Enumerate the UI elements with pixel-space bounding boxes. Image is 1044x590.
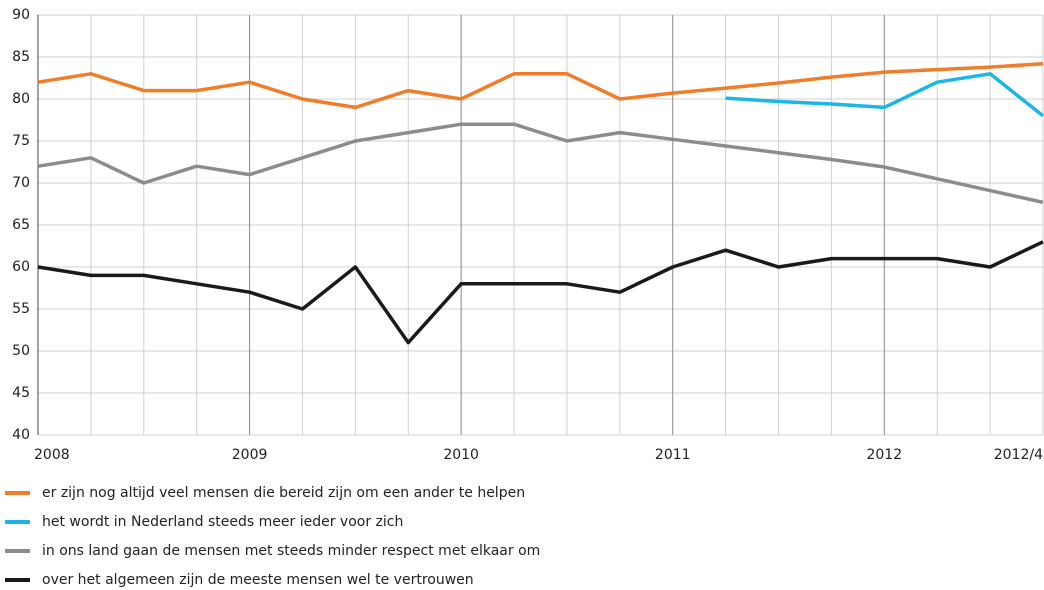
y-tick-label: 90 [12,7,30,23]
x-tick-label: 2012/4 [994,447,1043,463]
y-tick-label: 60 [12,259,30,275]
legend-label: over het algemeen zijn de meeste mensen … [42,572,474,588]
legend-label: er zijn nog altijd veel mensen die berei… [42,485,525,501]
y-tick-label: 75 [12,133,30,149]
x-tick-label: 2009 [232,447,268,463]
series-line [725,72,1044,118]
x-tick-label: 2008 [34,447,70,463]
y-tick-label: 70 [12,175,30,191]
y-tick-label: 45 [12,385,30,401]
y-tick-label: 85 [12,49,30,65]
legend-label: in ons land gaan de mensen met steeds mi… [42,543,540,559]
x-tick-label: 2012 [866,447,902,463]
y-tick-label: 65 [12,217,30,233]
legend-label: het wordt in Nederland steeds meer ieder… [42,514,403,530]
series-line [37,61,1044,110]
y-tick-label: 55 [12,301,30,317]
x-tick-label: 2011 [655,447,691,463]
series-line [37,122,1044,205]
y-tick-label: 50 [12,343,30,359]
y-tick-label: 40 [12,427,30,443]
y-tick-label: 80 [12,91,30,107]
x-tick-label: 2010 [443,447,479,463]
series-line [37,240,1044,345]
